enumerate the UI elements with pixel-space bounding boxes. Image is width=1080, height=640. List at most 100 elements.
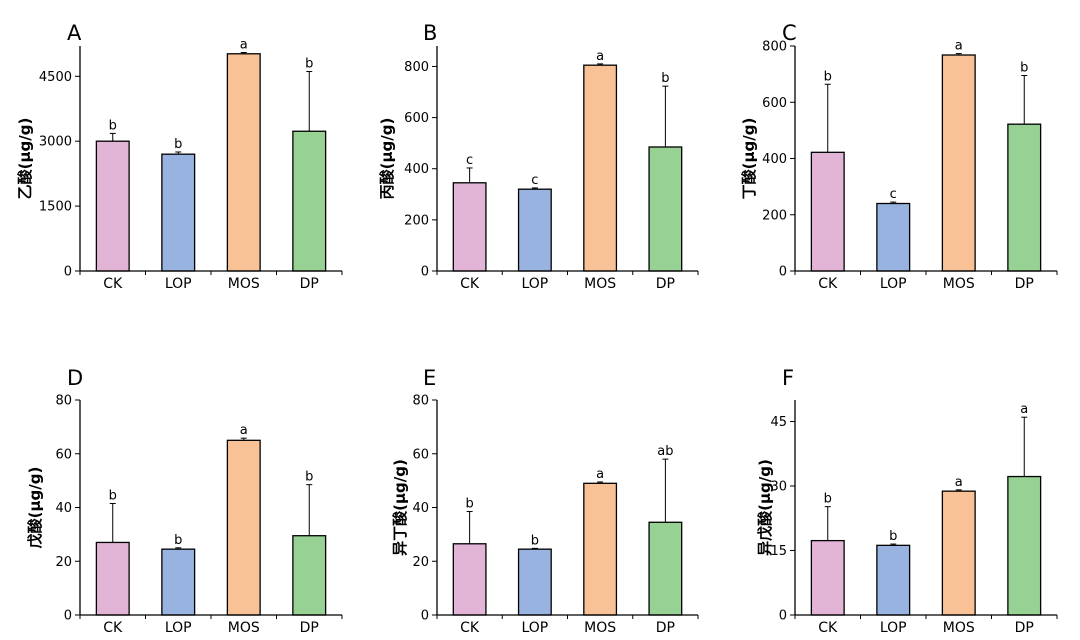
y-axis-title: 乙酸(μg/g) (16, 118, 34, 200)
bar-ck (810, 151, 845, 272)
significance-label-lop: b (889, 529, 897, 544)
significance-label-mos: a (240, 37, 248, 52)
y-tick-label: 0 (779, 609, 787, 624)
category-label-mos: MOS (943, 276, 975, 292)
y-tick-label: 80 (55, 394, 72, 409)
significance-label-dp: b (661, 71, 669, 86)
category-label-mos: MOS (584, 276, 616, 292)
y-axis-title: 异戊酸(μg/g) (756, 459, 774, 556)
bar-mos (941, 54, 976, 272)
category-label-lop: LOP (165, 620, 192, 636)
significance-label-ck: b (824, 69, 832, 84)
panel-letter: E (423, 366, 436, 390)
y-tick-label: 0 (64, 265, 72, 280)
bar-dp (292, 130, 327, 272)
chart-panel-d: D 戊酸(μg/g) b CK b LOP a MOS b DP 0 20 40 60 80 (26, 366, 343, 636)
significance-label-lop: b (174, 533, 182, 548)
significance-label-lop: b (531, 533, 539, 548)
bar-mos (226, 53, 261, 272)
y-tick-label: 600 (404, 111, 429, 126)
y-tick-label: 1500 (39, 200, 72, 215)
category-label-ck: CK (818, 276, 838, 292)
bar-ck (95, 140, 130, 272)
category-label-mos: MOS (943, 620, 975, 636)
y-tick-label: 400 (762, 152, 787, 167)
y-tick-label: 200 (404, 213, 429, 228)
category-label-dp: DP (656, 276, 675, 292)
panel-letter: A (67, 21, 82, 45)
panel-letter: F (782, 366, 794, 390)
panel-letter: D (67, 366, 83, 390)
category-label-ck: CK (103, 620, 123, 636)
significance-label-mos: a (955, 39, 963, 54)
bar-ck (452, 182, 487, 272)
significance-label-dp: a (1020, 402, 1028, 417)
y-axis-title: 丁酸(μg/g) (740, 118, 758, 200)
significance-label-dp: ab (657, 444, 673, 459)
bar-mos (226, 439, 261, 616)
significance-label-dp: b (305, 57, 313, 72)
y-tick-label: 20 (55, 555, 72, 570)
y-tick-label: 800 (762, 40, 787, 55)
chart-panel-c: C 丁酸(μg/g) b CK c LOP a MOS b DP 0 200 400 600 800 (740, 21, 1058, 292)
chart-panel-e: E 异丁酸(μg/g) b CK b LOP a MOS ab DP 0 20 40 60 80 (391, 366, 699, 636)
bar-lop (876, 202, 911, 272)
bar-lop (161, 153, 196, 272)
category-label-mos: MOS (584, 620, 616, 636)
category-label-ck: CK (103, 276, 123, 292)
bar-ck (810, 539, 845, 616)
panel-letter: B (423, 21, 437, 45)
y-tick-label: 0 (421, 265, 429, 280)
significance-label-ck: b (824, 492, 832, 507)
bar-lop (876, 544, 911, 616)
category-label-dp: DP (656, 620, 675, 636)
y-tick-label: 60 (412, 447, 429, 462)
category-label-mos: MOS (228, 620, 260, 636)
y-tick-label: 20 (412, 555, 429, 570)
y-tick-label: 4500 (39, 70, 72, 85)
y-tick-label: 400 (404, 162, 429, 177)
y-tick-label: 0 (421, 609, 429, 624)
bar-dp (1007, 475, 1042, 616)
bar-ck (95, 541, 130, 616)
bar-dp (1007, 123, 1042, 272)
significance-label-ck: c (466, 153, 473, 168)
chart-panel-a: A 乙酸(μg/g) b CK b LOP a MOS b DP 0 1500 3000 4500 (16, 21, 343, 292)
category-label-dp: DP (1015, 276, 1034, 292)
category-label-dp: DP (300, 620, 319, 636)
significance-label-lop: c (531, 173, 538, 188)
chart-panel-b: B 丙酸(μg/g) c CK c LOP a MOS b DP 0 200 400 600 800 (378, 21, 699, 292)
y-tick-label: 40 (412, 501, 429, 516)
bar-mos (941, 490, 976, 616)
significance-label-dp: b (1020, 61, 1028, 76)
category-label-ck: CK (818, 620, 838, 636)
bar-dp (648, 521, 683, 616)
significance-label-mos: a (596, 49, 604, 64)
y-tick-label: 80 (412, 394, 429, 409)
bar-dp (292, 535, 327, 616)
y-axis-title: 异丁酸(μg/g) (391, 459, 409, 556)
category-label-dp: DP (1015, 620, 1034, 636)
y-tick-label: 600 (762, 96, 787, 111)
y-tick-label: 30 (770, 480, 787, 495)
category-label-lop: LOP (521, 276, 548, 292)
significance-label-lop: c (890, 187, 897, 202)
significance-label-ck: b (109, 118, 117, 133)
category-label-lop: LOP (165, 276, 192, 292)
y-axis-title: 丙酸(μg/g) (378, 118, 396, 200)
bar-lop (517, 548, 552, 616)
y-tick-label: 0 (64, 609, 72, 624)
significance-label-ck: b (109, 488, 117, 503)
y-tick-label: 800 (404, 60, 429, 75)
y-tick-label: 40 (55, 501, 72, 516)
significance-label-mos: a (955, 475, 963, 490)
bar-ck (452, 543, 487, 616)
panel-letter: C (782, 21, 797, 45)
category-label-lop: LOP (880, 276, 907, 292)
significance-label-mos: a (240, 423, 248, 438)
y-tick-label: 3000 (39, 135, 72, 150)
category-label-lop: LOP (880, 620, 907, 636)
significance-label-ck: b (465, 497, 473, 512)
category-label-mos: MOS (228, 276, 260, 292)
